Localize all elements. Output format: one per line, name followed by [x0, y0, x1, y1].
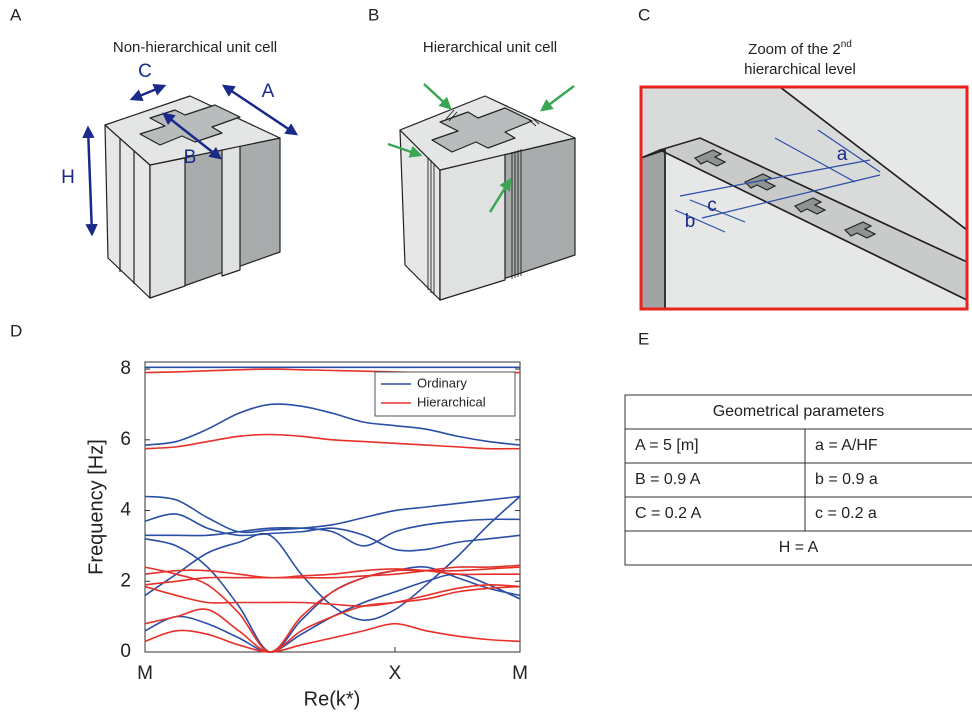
dispersion-curve: [144, 513, 521, 552]
legend-label: Hierarchical: [417, 394, 486, 409]
dimension-label: C: [138, 61, 152, 82]
pointer-arrows: [387, 83, 575, 213]
panel-letter: E: [638, 329, 649, 348]
dispersion-curve: [144, 622, 521, 653]
plot: 0 2 4 6 8 M X M Ordinary Hierarchical: [120, 358, 527, 684]
y-tick-label: 0: [120, 641, 131, 662]
dimension-label: b: [685, 211, 696, 232]
y-tick-label: 6: [120, 429, 131, 450]
parameter-table: Geometrical parameters A = 5 [m] a = A/HF B…: [624, 394, 972, 566]
dimension-label: A: [262, 81, 275, 102]
dispersion-curve: [144, 495, 521, 621]
unit-cell-drawing: [399, 95, 576, 301]
table-cell: c = 0.2 a: [815, 505, 877, 522]
table-footer: H = A: [779, 539, 819, 556]
panel-letter: A: [10, 5, 22, 24]
dispersion-curve: [144, 564, 521, 586]
dimension-label: H: [61, 167, 75, 188]
panel-letter: C: [638, 5, 650, 24]
dimension-lines: [674, 129, 881, 233]
panel-title: Zoom of the 2nd: [748, 39, 852, 58]
unit-cell-drawing: [104, 95, 281, 299]
panel-letter: B: [368, 5, 379, 24]
zoom-frame: [639, 85, 969, 311]
dispersion-curve: [144, 403, 521, 446]
dispersion-curve: [144, 585, 521, 653]
dispersion-curve: [145, 518, 521, 547]
legend-label: Ordinary: [417, 375, 467, 390]
x-tick-label: M: [512, 663, 528, 684]
panel-title: Non-hierarchical unit cell: [113, 39, 277, 56]
dimension-arrows: [82, 83, 299, 237]
table-cell: a = A/HF: [815, 437, 878, 454]
table-cell: b = 0.9 a: [815, 471, 878, 488]
dispersion-curve: [144, 495, 521, 534]
dimension-label: B: [184, 147, 197, 168]
legend-box: [374, 371, 516, 417]
panel-title: hierarchical level: [744, 61, 856, 78]
zoom-drawing: [640, 86, 968, 310]
y-tick-label: 2: [120, 570, 131, 591]
dimension-label: a: [837, 144, 848, 165]
x-tick-label: M: [137, 663, 153, 684]
dispersion-curve: [144, 433, 521, 450]
table-title: Geometrical parameters: [713, 403, 885, 420]
table-border: [624, 394, 972, 566]
dispersion-curve: [144, 583, 521, 607]
y-tick-label: 4: [120, 500, 131, 521]
superscript: nd: [841, 39, 852, 50]
panel-letter: D: [10, 321, 22, 340]
dispersion-curve: [144, 568, 520, 579]
panel-title: Hierarchical unit cell: [423, 39, 557, 56]
dimension-label: c: [707, 195, 717, 216]
y-tick-label: 8: [120, 358, 131, 379]
dispersion-curve: [144, 566, 521, 653]
title-part: Zoom of the 2: [748, 41, 841, 58]
y-axis-label: Frequency [Hz]: [85, 439, 107, 575]
table-cell: A = 5 [m]: [635, 437, 699, 454]
x-axis-label: Re(k*): [304, 688, 361, 710]
table-cell: B = 0.9 A: [635, 471, 701, 488]
table-cell: C = 0.2 A: [635, 505, 702, 522]
x-tick-label: X: [389, 663, 402, 684]
